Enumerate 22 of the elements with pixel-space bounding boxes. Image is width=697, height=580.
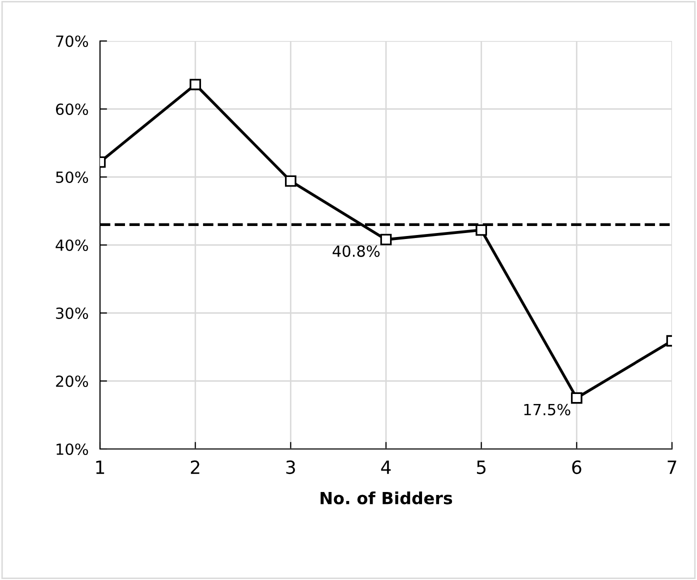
point	[190, 78, 202, 90]
x-tick-label: 1	[96, 460, 104, 474]
x-axis-title: No. of Bidders	[320, 491, 452, 504]
x-tick-label: 7	[668, 460, 676, 474]
y-tick-label: 40%	[56, 239, 88, 252]
x-tick-label: 5	[476, 460, 486, 474]
annotation: 17.5%	[524, 404, 570, 416]
point	[380, 234, 392, 246]
point	[284, 175, 296, 187]
annotation: 40.8%	[332, 245, 380, 257]
y-tick-label: 20%	[56, 375, 88, 388]
x-tick-label: 2	[190, 460, 200, 474]
y-tick-label: 10%	[56, 443, 88, 456]
point	[476, 224, 488, 236]
point	[570, 392, 582, 404]
y-tick-label: 70%	[56, 35, 88, 48]
y-tick-label: 60%	[56, 103, 88, 116]
x-tick-label: 6	[572, 460, 582, 474]
x-tick-label: 4	[381, 460, 391, 474]
x-tick-label: 3	[286, 460, 295, 474]
y-tick-label: 30%	[56, 307, 88, 320]
y-tick-label: 50%	[56, 171, 88, 184]
